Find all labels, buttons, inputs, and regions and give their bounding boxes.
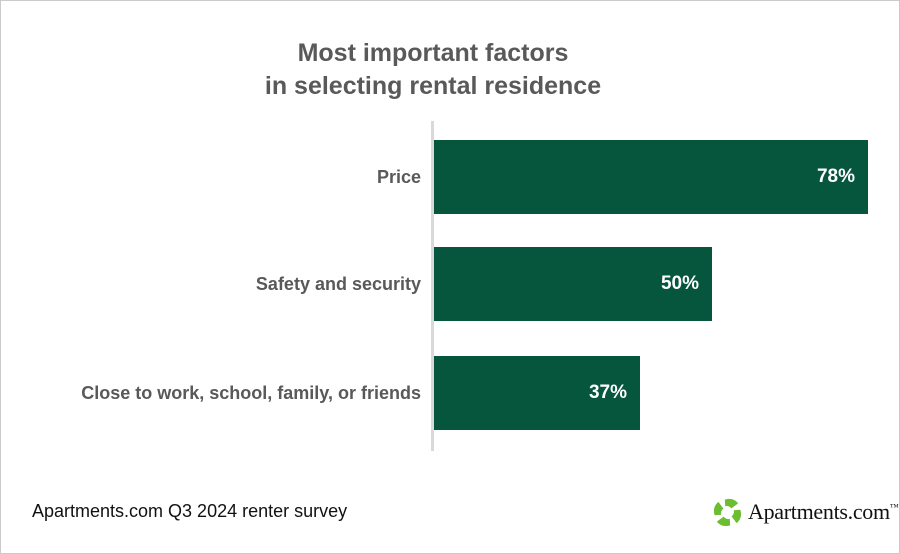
category-label: Price	[376, 167, 421, 187]
bar-row: Safety and security 50%	[1, 247, 899, 321]
bar-row: Price 78%	[1, 140, 899, 214]
value-label: 50%	[660, 273, 699, 294]
bar-row: Close to work, school, family, or friend…	[1, 356, 899, 430]
logo-text: Apartments.com™	[748, 499, 899, 525]
category-label: Close to work, school, family, or friend…	[81, 383, 421, 403]
y-axis-line	[431, 121, 434, 451]
chart-title: Most important factors in selecting rent…	[1, 37, 865, 103]
chart-title-line-2: in selecting rental residence	[264, 72, 602, 100]
value-label: 37%	[588, 382, 627, 403]
apartments-pinwheel-icon	[713, 498, 742, 526]
value-label: 78%	[816, 166, 855, 187]
category-label: Safety and security	[255, 274, 421, 294]
trademark-symbol: ™	[889, 502, 899, 512]
source-note: Apartments.com Q3 2024 renter survey	[32, 501, 348, 521]
bar: 37%	[434, 356, 640, 430]
bar: 78%	[434, 140, 868, 214]
bar: 50%	[434, 247, 712, 321]
chart-title-line-1: Most important factors	[297, 39, 569, 67]
logo-wordmark: Apartments.com	[748, 499, 890, 524]
apartments-logo: Apartments.com™	[712, 496, 899, 528]
